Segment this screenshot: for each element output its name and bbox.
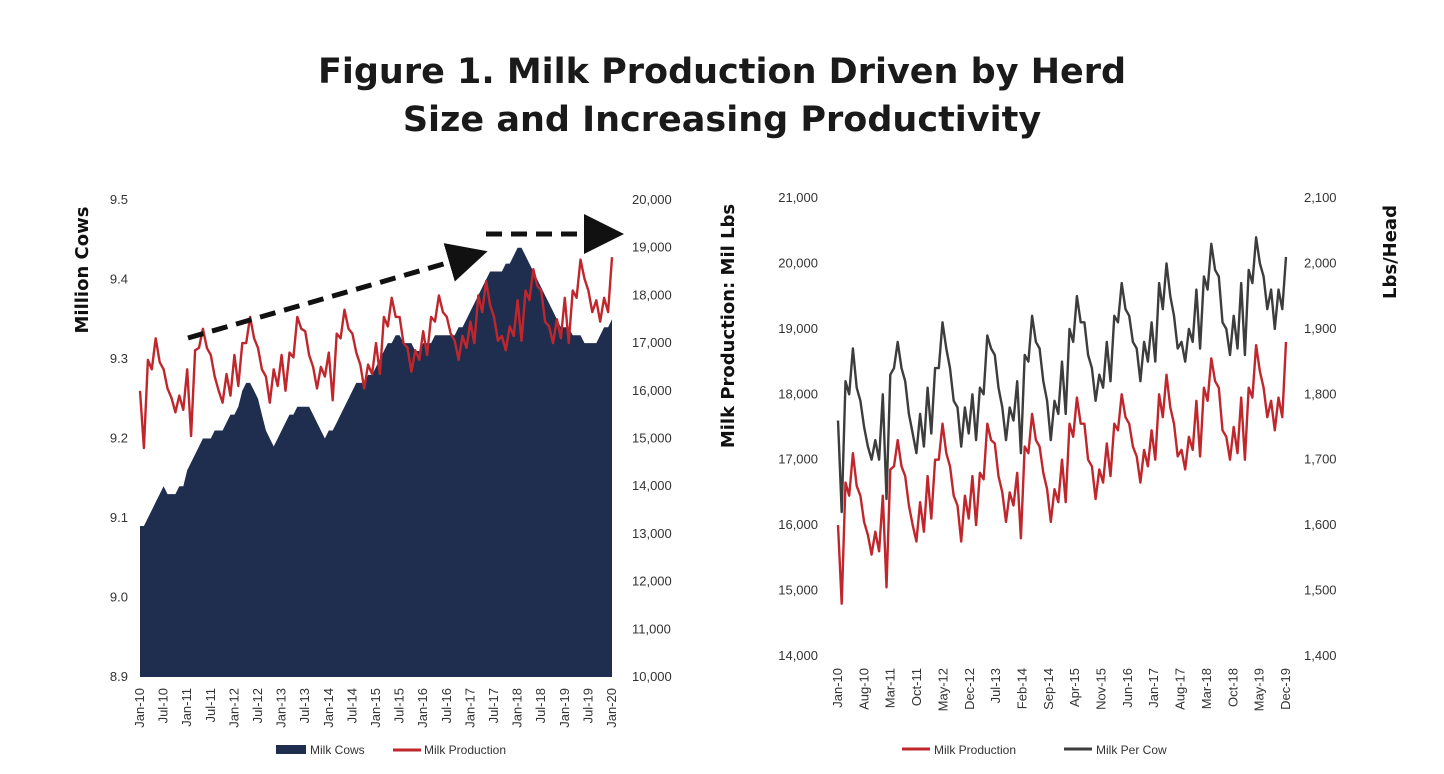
x-tick-label: Jan-12: [226, 688, 241, 728]
milk-production-line: [138, 257, 614, 450]
x-tick-label: Jul-18: [533, 688, 548, 723]
right-y-tick-label: 1,500: [1304, 583, 1337, 598]
x-tick-label: Jul-14: [344, 688, 359, 723]
right-y-tick-label: 2,100: [1304, 190, 1337, 205]
left-y-tick-label: 9.5: [110, 192, 128, 207]
right-y-tick-label: 10,000: [632, 669, 672, 684]
right-y-tick-label: 2,000: [1304, 255, 1337, 270]
right-chart: 14,000 15,000 16,000 17,000 18,000 19,000 20,0…: [718, 190, 1401, 757]
x-tick-label: Apr-15: [1067, 668, 1082, 707]
x-tick-label: Mar-18: [1199, 668, 1214, 709]
x-tick-label: Jul-16: [439, 688, 454, 723]
milk-cows-area: [140, 247, 612, 677]
left-y-axis-title: Million Cows: [72, 207, 93, 334]
left-y-tick-label: 18,000: [778, 386, 818, 401]
x-tick-label: Jan-10: [830, 668, 845, 708]
right-y-axis-title: Lbs/Head: [1380, 205, 1401, 299]
right-y-tick-label: 1,800: [1304, 386, 1337, 401]
x-tick-label: Mar-11: [883, 668, 898, 708]
right-y-tick-label: 11,000: [632, 621, 671, 636]
x-tick-label: Dec-19: [1278, 668, 1293, 710]
legend-label-milk-production: Milk Production: [934, 743, 1016, 757]
chart-title-line-2: Size and Increasing Productivity: [402, 100, 1042, 140]
x-tick-label: Jan-16: [415, 688, 430, 728]
x-tick-label: Oct-11: [909, 668, 924, 706]
x-tick-label: Aug-17: [1173, 668, 1188, 710]
right-y-tick-label: 20,000: [632, 192, 672, 207]
rising-trend-arrow: [187, 243, 488, 341]
right-y-tick-label: 1,600: [1304, 517, 1337, 532]
left-y-tick-label: 21,000: [778, 190, 818, 205]
right-y-tick-label: 1,900: [1304, 321, 1337, 336]
right-y-tick-label: 18,000: [632, 287, 672, 302]
milk-production-line: [836, 341, 1288, 605]
right-y-tick-label: 14,000: [632, 478, 672, 493]
right-y-tick-label: 1,400: [1304, 648, 1337, 663]
x-tick-label: Dec-12: [962, 668, 977, 710]
legend-swatch-milk-cows: [276, 745, 306, 754]
x-tick-label: Jul-13: [297, 688, 312, 723]
x-tick-label: Jan-13: [274, 688, 289, 728]
right-y-tick-label: 17,000: [632, 335, 672, 350]
x-tick-label: Jan-20: [604, 688, 619, 728]
x-tick-label: Jul-17: [486, 688, 501, 723]
x-tick-label: Jan-10: [132, 688, 147, 728]
left-y-tick-label: 20,000: [778, 255, 818, 270]
x-tick-label: Jan-17: [1146, 668, 1161, 708]
left-y-tick-label: 15,000: [778, 583, 818, 598]
left-y-tick-label: 19,000: [778, 321, 818, 336]
x-tick-label: Jul-19: [580, 688, 595, 723]
left-y-tick-label: 9.0: [110, 590, 128, 605]
legend-label-milk-per-cow: Milk Per Cow: [1096, 743, 1167, 757]
x-tick-label: Jul-12: [250, 688, 265, 723]
legend-label-milk-cows: Milk Cows: [310, 743, 365, 757]
left-y-tick-label: 9.4: [110, 272, 128, 287]
chart-title: Figure 1. Milk Production Driven by Herd…: [0, 48, 1444, 144]
x-tick-label: Jan-17: [462, 688, 477, 728]
left-y-tick-label: 14,000: [778, 648, 818, 663]
left-y-tick-label: 17,000: [778, 452, 818, 467]
x-tick-label: Aug-10: [856, 668, 871, 710]
x-tick-label: Sep-14: [1041, 668, 1056, 710]
right-y-tick-label: 13,000: [632, 526, 672, 541]
left-y-tick-label: 16,000: [778, 517, 818, 532]
right-y-tick-label: 16,000: [632, 383, 672, 398]
x-tick-label: May-12: [935, 668, 950, 711]
x-tick-label: Nov-15: [1094, 668, 1109, 710]
x-tick-label: Jul-10: [156, 688, 171, 723]
x-tick-label: May-19: [1252, 668, 1267, 711]
x-tick-label: Jan-15: [368, 688, 383, 728]
left-y-axis-title: Milk Production: Mil Lbs: [718, 204, 739, 448]
right-y-tick-label: 1,700: [1304, 452, 1337, 467]
x-tick-label: Jun-16: [1120, 668, 1135, 708]
x-tick-label: Jan-14: [321, 688, 336, 728]
right-y-tick-label: 15,000: [632, 431, 672, 446]
x-tick-label: Jan-18: [510, 688, 525, 728]
x-tick-label: Feb-14: [1014, 668, 1029, 709]
chart-title-line-1: Figure 1. Milk Production Driven by Herd: [317, 52, 1127, 92]
left-y-tick-label: 8.9: [110, 669, 128, 684]
x-tick-label: Jul-13: [988, 668, 1003, 703]
x-tick-label: Jul-15: [392, 688, 407, 723]
x-tick-label: Jan-11: [179, 688, 194, 727]
right-y-tick-label: 19,000: [632, 240, 672, 255]
right-y-tick-label: 12,000: [632, 574, 672, 589]
left-chart: 8.9 9.0 9.1 9.2 9.3 9.4 9.5 10,000 11,000 12,000 1…: [72, 192, 672, 757]
x-tick-label: Jul-11: [203, 688, 218, 722]
left-y-tick-label: 9.2: [110, 431, 128, 446]
x-tick-label: Oct-18: [1225, 668, 1240, 707]
x-tick-label: Jan-19: [557, 688, 572, 728]
left-y-tick-label: 9.1: [110, 510, 128, 525]
left-y-tick-label: 9.3: [110, 351, 128, 366]
legend-label-milk-production: Milk Production: [424, 743, 506, 757]
milk-per-cow-line: [836, 236, 1288, 514]
